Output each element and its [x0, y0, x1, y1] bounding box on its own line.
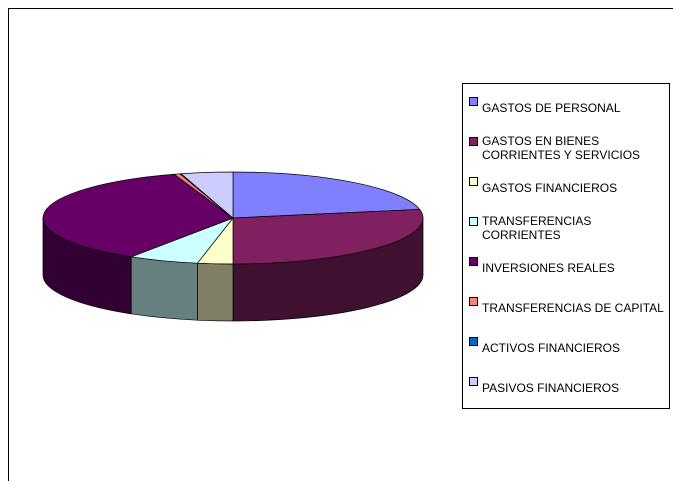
legend: GASTOS DE PERSONAL GASTOS EN BIENES CORRI… [462, 83, 670, 409]
slice-side [130, 256, 198, 321]
legend-entry: ACTIVOS FINANCIEROS [463, 328, 669, 368]
slice [232, 209, 424, 265]
slice [42, 173, 234, 258]
legend-label: GASTOS DE PERSONAL [482, 101, 621, 115]
slice-side [197, 262, 234, 322]
legend-entry: INVERSIONES REALES [463, 248, 669, 288]
slice [180, 171, 234, 219]
legend-label: ACTIVOS FINANCIEROS [482, 341, 621, 355]
legend-swatch [469, 177, 478, 186]
legend-swatch [469, 137, 478, 146]
legend-swatch [469, 217, 478, 226]
legend-swatch [469, 297, 478, 306]
legend-entry: TRANSFERENCIAS CORRIENTES [463, 208, 669, 248]
legend-entry: TRANSFERENCIAS DE CAPITAL [463, 288, 669, 328]
legend-label: GASTOS FINANCIEROS [482, 181, 618, 195]
slice [232, 171, 421, 219]
legend-entry: GASTOS DE PERSONAL [463, 88, 669, 128]
legend-entry: GASTOS EN BIENES CORRIENTES Y SERVICIOS [463, 128, 669, 168]
frame [8, 8, 673, 481]
legend-swatch [469, 337, 478, 346]
legend-label: PASIVOS FINANCIEROS [482, 381, 620, 395]
legend-label: TRANSFERENCIAS DE CAPITAL [482, 301, 664, 315]
legend-swatch [469, 257, 478, 266]
legend-entry: PASIVOS FINANCIEROS [463, 368, 669, 408]
legend-label: INVERSIONES REALES [482, 261, 615, 275]
legend-label: GASTOS EN BIENES CORRIENTES Y SERVICIOS [482, 134, 641, 162]
legend-entry: GASTOS FINANCIEROS [463, 168, 669, 208]
legend-swatch [469, 377, 478, 386]
legend-label: TRANSFERENCIAS CORRIENTES [482, 214, 592, 242]
legend-swatch [469, 97, 478, 106]
